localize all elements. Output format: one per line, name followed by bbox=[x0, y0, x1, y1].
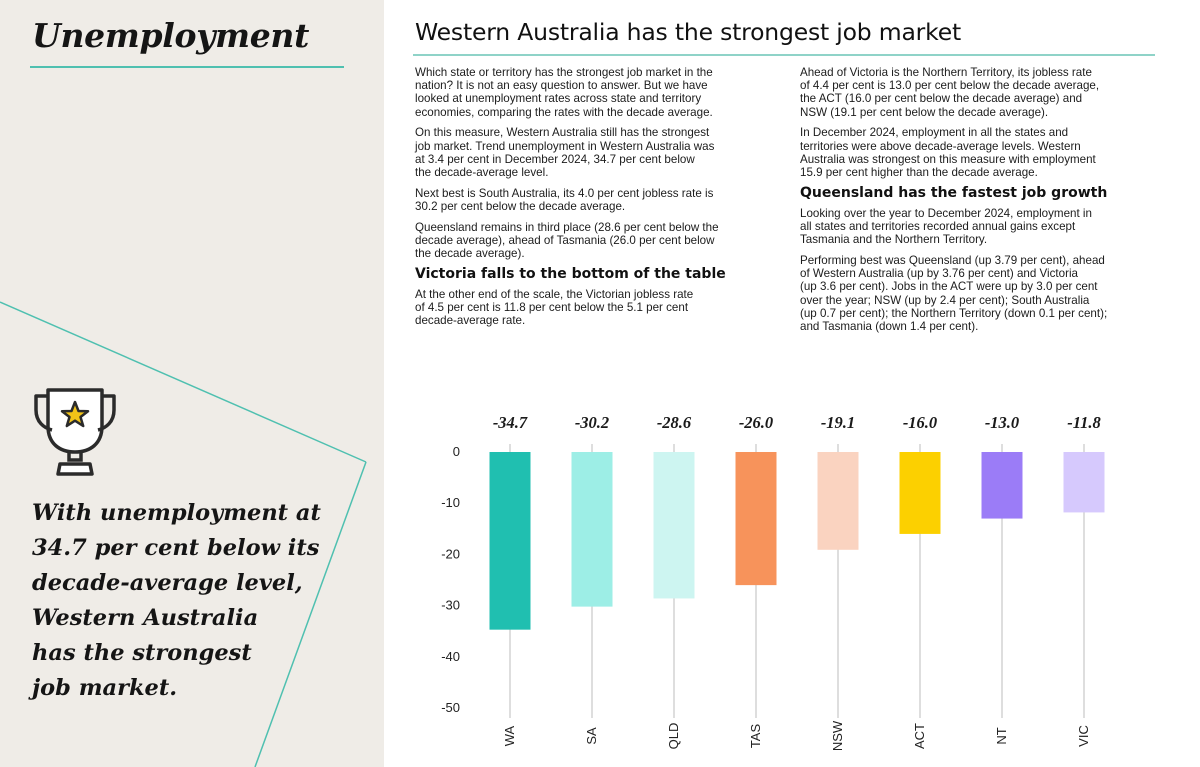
callout-line: decade-average level, bbox=[32, 570, 303, 596]
bar-value-label: -34.7 bbox=[493, 413, 528, 432]
sidebar-title: Unemployment bbox=[32, 16, 310, 55]
article-right-column: Ahead of Victoria is the Northern Territ… bbox=[800, 66, 1150, 341]
bar-value-label: -28.6 bbox=[657, 413, 692, 432]
bar-value-label: -26.0 bbox=[739, 413, 773, 432]
bar-qld bbox=[653, 452, 695, 599]
paragraph: Which state or territory has the stronge… bbox=[415, 66, 765, 119]
paragraph-line: decade average), ahead of Tasmania (26.0… bbox=[415, 233, 715, 247]
y-tick-label: -20 bbox=[441, 546, 460, 561]
paragraph-line: Which state or territory has the stronge… bbox=[415, 66, 713, 79]
y-tick-label: -10 bbox=[441, 495, 460, 510]
bar-act bbox=[899, 452, 941, 534]
paragraph-line: Australia was strongest on this measure … bbox=[800, 152, 1096, 166]
x-tick-label: SA bbox=[584, 727, 599, 745]
paragraph-line: looked at unemployment rates across stat… bbox=[415, 92, 702, 106]
callout-text: With unemployment at 34.7 per cent below… bbox=[32, 496, 332, 706]
callout-line: Western Australia bbox=[32, 605, 259, 631]
paragraph-line: (up 0.7 per cent); the Northern Territor… bbox=[800, 306, 1108, 320]
bar-value-label: -13.0 bbox=[985, 413, 1019, 432]
paragraph-line: Looking over the year to December 2024, … bbox=[800, 206, 1092, 220]
callout-line: 34.7 per cent below its bbox=[32, 535, 320, 561]
paragraph: On this measure, Western Australia still… bbox=[415, 126, 765, 179]
paragraph: Looking over the year to December 2024, … bbox=[800, 207, 1150, 247]
paragraph: At the other end of the scale, the Victo… bbox=[415, 288, 765, 328]
x-tick-label: VIC bbox=[1076, 725, 1091, 747]
paragraph-line: Next best is South Australia, its 4.0 pe… bbox=[415, 186, 714, 200]
paragraph: Ahead of Victoria is the Northern Territ… bbox=[800, 66, 1150, 119]
paragraph-line: (up 3.6 per cent). Jobs in the ACT were … bbox=[800, 280, 1098, 294]
trophy-star-icon bbox=[30, 386, 120, 478]
sidebar-panel: Unemployment With unemployment at 34.7 p… bbox=[0, 0, 384, 767]
paragraph-line: In December 2024, employment in all the … bbox=[800, 126, 1069, 140]
y-tick-label: 0 bbox=[453, 444, 460, 459]
bar-value-label: -11.8 bbox=[1067, 413, 1100, 432]
paragraph-line: Queensland remains in third place (28.6 … bbox=[415, 220, 719, 234]
paragraph-line: of Western Australia (up by 3.76 per cen… bbox=[800, 267, 1078, 281]
paragraph-line: over the year; NSW (up by 2.4 per cent);… bbox=[800, 293, 1090, 307]
paragraph-line: the decade-average level. bbox=[415, 165, 549, 179]
y-tick-label: -40 bbox=[441, 649, 460, 664]
bar-vic bbox=[1063, 452, 1105, 513]
bar-value-label: -16.0 bbox=[903, 413, 937, 432]
paragraph: Next best is South Australia, its 4.0 pe… bbox=[415, 187, 765, 213]
paragraph: Queensland remains in third place (28.6 … bbox=[415, 221, 765, 261]
bar-nsw bbox=[817, 452, 859, 550]
main-title: Western Australia has the strongest job … bbox=[415, 18, 961, 46]
section-heading: Queensland has the fastest job growth bbox=[800, 184, 1108, 201]
article-left-column: Which state or territory has the stronge… bbox=[415, 66, 765, 335]
unemployment-bar-chart: 0 -10 -20 -30 -40 -50 -34.7 WA -30.2 SA -28.6 QLD -2… bbox=[441, 413, 1105, 751]
paragraph-line: Ahead of Victoria is the Northern Territ… bbox=[800, 66, 1092, 79]
bar-value-label: -30.2 bbox=[575, 413, 609, 432]
paragraph-line: decade-average rate. bbox=[415, 314, 526, 328]
paragraph-line: 15.9 per cent higher than the decade ave… bbox=[800, 165, 1038, 179]
bar-wa bbox=[489, 452, 531, 630]
paragraph-line: On this measure, Western Australia still… bbox=[415, 126, 710, 140]
paragraph-line: At the other end of the scale, the Victo… bbox=[415, 287, 694, 301]
paragraph-line: NSW (19.1 per cent below the decade aver… bbox=[800, 105, 1049, 119]
paragraph-line: of 4.5 per cent is 11.8 per cent below t… bbox=[415, 301, 689, 315]
paragraph-line: territories were above decade-average le… bbox=[800, 139, 1081, 153]
paragraph: Performing best was Queensland (up 3.79 … bbox=[800, 254, 1150, 333]
paragraph-line: the ACT (16.0 per cent below the decade … bbox=[800, 92, 1083, 106]
y-tick-label: -30 bbox=[441, 598, 460, 613]
bar-sa bbox=[571, 452, 613, 607]
callout-line: With unemployment at bbox=[32, 500, 321, 526]
main-divider bbox=[413, 54, 1155, 56]
bar-nt bbox=[981, 452, 1023, 519]
paragraph: In December 2024, employment in all the … bbox=[800, 126, 1150, 179]
x-tick-label: ACT bbox=[912, 723, 927, 749]
callout-line: job market. bbox=[32, 675, 178, 701]
paragraph-line: 30.2 per cent below the decade average. bbox=[415, 199, 626, 213]
x-tick-label: QLD bbox=[666, 723, 681, 750]
paragraph-line: Performing best was Queensland (up 3.79 … bbox=[800, 253, 1105, 267]
section-heading: Victoria falls to the bottom of the tabl… bbox=[415, 265, 726, 282]
paragraph-line: job market. Trend unemployment in Wester… bbox=[415, 139, 715, 153]
bar-tas bbox=[735, 452, 777, 586]
paragraph-line: economies, comparing the rates with the … bbox=[415, 105, 713, 119]
paragraph-line: at 3.4 per cent in December 2024, 34.7 p… bbox=[415, 152, 695, 166]
paragraph-line: of 4.4 per cent is 13.0 per cent below t… bbox=[800, 79, 1100, 93]
sidebar-divider bbox=[30, 66, 344, 68]
x-tick-label: WA bbox=[502, 725, 517, 746]
paragraph-line: the decade average). bbox=[415, 246, 525, 260]
bar-value-label: -19.1 bbox=[821, 413, 855, 432]
x-tick-label: TAS bbox=[748, 724, 763, 749]
paragraph-line: nation? It is not an easy question to an… bbox=[415, 79, 708, 93]
x-tick-label: NSW bbox=[830, 720, 845, 751]
paragraph-line: Tasmania and the Northern Territory. bbox=[800, 233, 988, 247]
paragraph-line: all states and territories recorded annu… bbox=[800, 220, 1076, 234]
paragraph-line: and Tasmania (down 1.4 per cent). bbox=[800, 319, 979, 333]
callout-line: has the strongest bbox=[32, 640, 252, 666]
y-tick-label: -50 bbox=[441, 700, 460, 715]
decorative-diagonal-lines bbox=[0, 301, 367, 767]
x-tick-label: NT bbox=[994, 727, 1009, 744]
